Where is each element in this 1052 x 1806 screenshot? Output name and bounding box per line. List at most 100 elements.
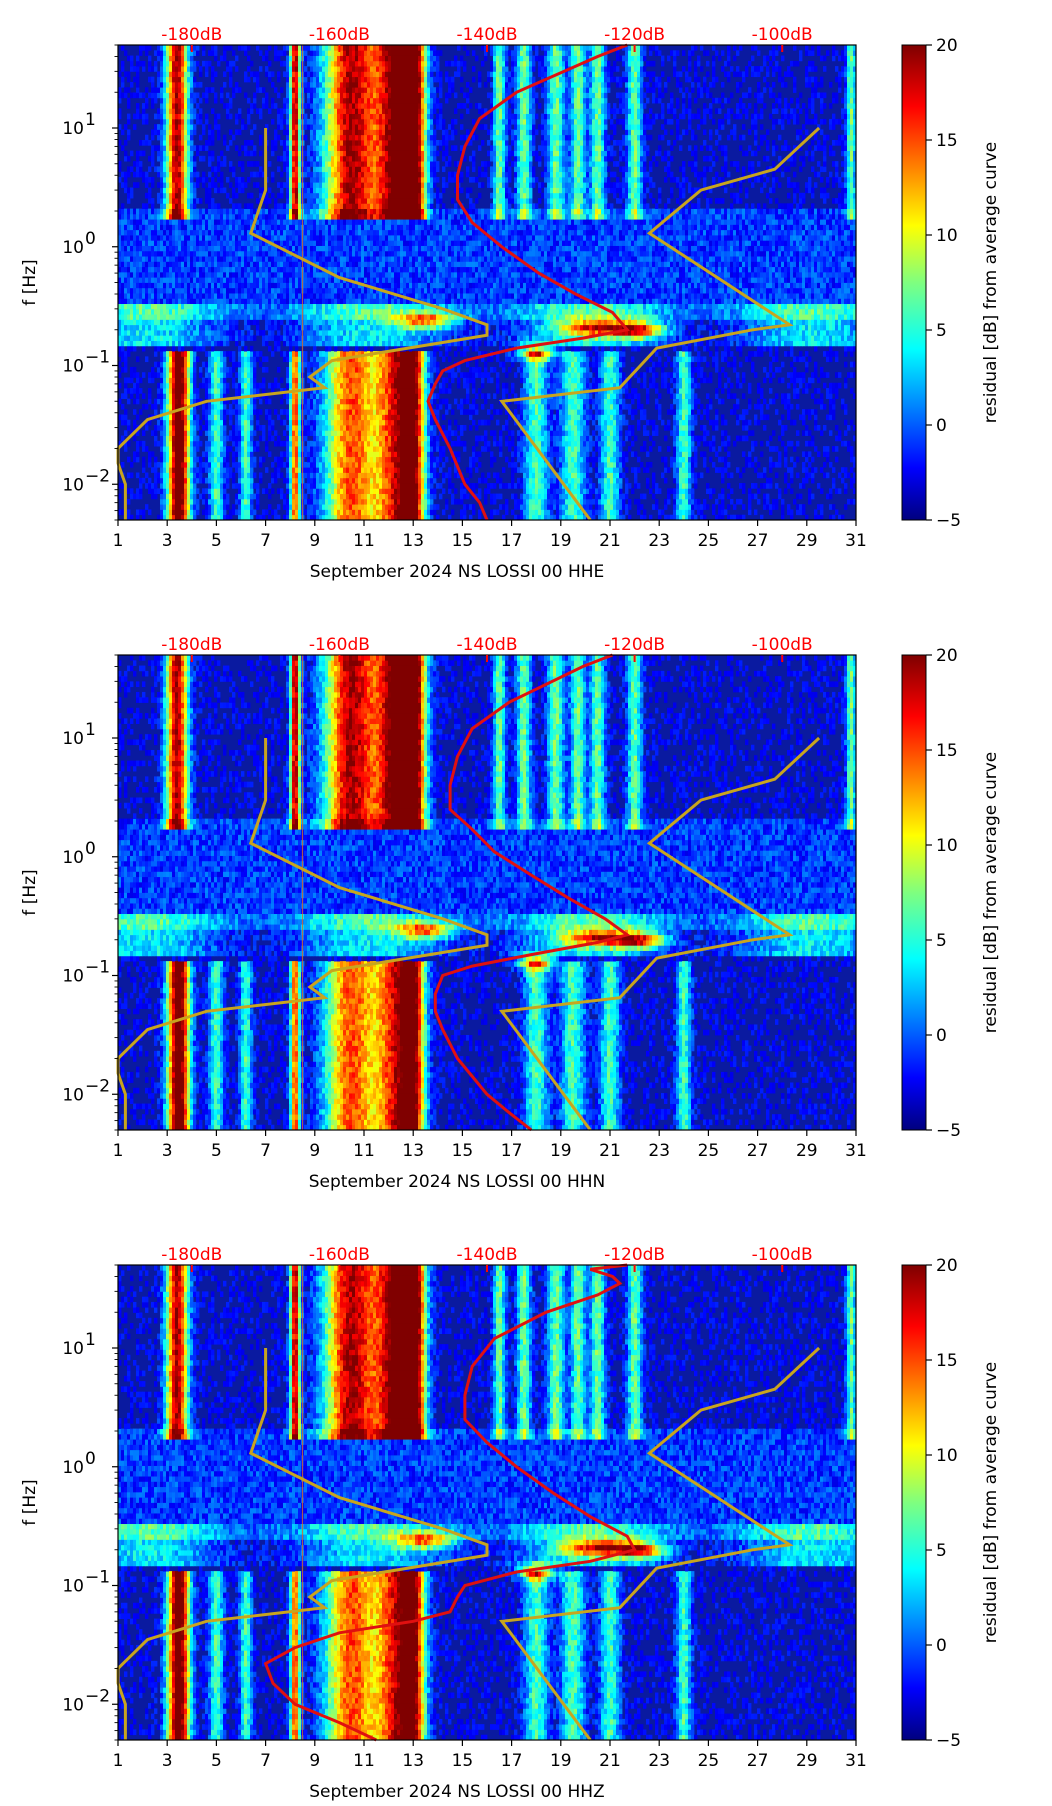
spectrogram-cell <box>148 155 152 162</box>
spectrogram-cell <box>226 298 230 305</box>
spectrogram-cell <box>310 171 314 178</box>
spectrogram-cell <box>328 330 332 336</box>
spectrogram-cell <box>232 271 236 278</box>
spectrogram-cell <box>121 235 125 241</box>
spectrogram-cell <box>328 229 332 236</box>
spectrogram-cell <box>307 171 311 178</box>
spectrogram-cell <box>286 308 290 315</box>
spectrogram-cell <box>163 250 167 257</box>
spectrogram-cell <box>313 314 317 320</box>
spectrogram-cell <box>250 150 254 157</box>
spectrogram-cell <box>220 171 224 178</box>
spectrogram-cell <box>253 145 257 151</box>
spectrogram-cell <box>154 219 158 225</box>
spectrogram-cell <box>298 55 302 62</box>
spectrogram-cell <box>223 483 227 489</box>
spectrogram-cell <box>124 409 128 415</box>
spectrogram-cell <box>172 192 176 199</box>
spectrogram-cell <box>205 140 209 146</box>
spectrogram-cell <box>169 467 173 473</box>
spectrogram-cell <box>310 287 314 294</box>
spectrogram-cell <box>163 303 167 310</box>
spectrogram-cell <box>295 356 299 363</box>
spectrogram-cell <box>160 324 164 331</box>
spectrogram-cell <box>187 113 191 120</box>
spectrogram-cell <box>154 467 158 473</box>
spectrogram-cell <box>190 250 194 257</box>
spectrogram-cell <box>157 208 161 215</box>
spectrogram-cell <box>190 76 194 83</box>
spectrogram-cell <box>331 176 335 183</box>
spectrogram-cell <box>334 345 338 352</box>
spectrogram-cell <box>259 461 263 468</box>
spectrogram-cell <box>172 87 176 93</box>
spectrogram-cell <box>316 97 320 104</box>
spectrogram-cell <box>154 430 158 436</box>
spectrogram-cell <box>244 498 248 505</box>
spectrogram-cell <box>310 377 314 384</box>
spectrogram-cell <box>178 509 182 516</box>
spectrogram-cell <box>328 456 332 463</box>
spectrogram-cell <box>163 409 167 415</box>
spectrogram-cell <box>241 414 245 421</box>
spectrogram-cell <box>199 477 203 484</box>
spectrogram-cell <box>286 330 290 336</box>
spectrogram-cell <box>178 419 182 426</box>
spectrogram-cell <box>250 250 254 257</box>
spectrogram-cell <box>331 60 335 67</box>
spectrogram-cell <box>334 366 338 373</box>
spectrogram-cell <box>262 55 266 62</box>
spectrogram-cell <box>325 171 329 178</box>
spectrogram-cell <box>262 97 266 104</box>
spectrogram-cell <box>316 335 320 341</box>
spectrogram-cell <box>325 488 329 495</box>
spectrogram-cell <box>211 345 215 352</box>
spectrogram-cell <box>181 161 185 167</box>
spectrogram-cell <box>265 324 269 331</box>
spectrogram-cell <box>334 414 338 421</box>
spectrogram-cell <box>175 356 179 363</box>
spectrogram-cell <box>277 55 281 62</box>
spectrogram-cell <box>136 356 140 363</box>
spectrogram-cell <box>190 118 194 125</box>
spectrogram-cell <box>322 456 326 463</box>
spectrogram-cell <box>286 140 290 146</box>
spectrogram-cell <box>127 213 131 220</box>
spectrogram-cell <box>280 108 284 115</box>
spectrogram-cell <box>169 308 173 315</box>
spectrogram-cell <box>289 293 293 299</box>
spectrogram-cell <box>130 187 134 194</box>
spectrogram-cell <box>292 192 296 199</box>
spectrogram-cell <box>238 314 242 320</box>
spectrogram-cell <box>151 203 155 210</box>
spectrogram-cell <box>295 50 299 56</box>
spectrogram-cell <box>217 361 221 368</box>
spectrogram-cell <box>127 245 131 252</box>
spectrogram-cell <box>217 161 221 167</box>
spectrogram-cell <box>184 430 188 436</box>
spectrogram-cell <box>328 240 332 246</box>
spectrogram-cell <box>199 134 203 141</box>
spectrogram-cell <box>220 440 224 447</box>
spectrogram-cell <box>130 461 134 468</box>
spectrogram-cell <box>175 134 179 141</box>
spectrogram-cell <box>229 97 233 104</box>
spectrogram-cell <box>229 403 233 410</box>
spectrogram-cell <box>298 176 302 183</box>
spectrogram-cell <box>157 293 161 299</box>
spectrogram-cell <box>241 456 245 463</box>
spectrogram-cell <box>265 103 269 109</box>
spectrogram-cell <box>265 271 269 278</box>
spectrogram-cell <box>226 266 230 273</box>
spectrogram-cell <box>253 472 257 479</box>
spectrogram-cell <box>316 176 320 183</box>
spectrogram-cell <box>223 319 227 326</box>
spectrogram-cell <box>295 55 299 62</box>
spectrogram-cell <box>298 282 302 289</box>
spectrogram-cell <box>160 514 164 521</box>
spectrogram-cell <box>148 324 152 331</box>
spectrogram-cell <box>193 483 197 489</box>
spectrogram-cell <box>163 208 167 215</box>
spectrogram-cell <box>166 467 170 473</box>
spectrogram-cell <box>280 266 284 273</box>
